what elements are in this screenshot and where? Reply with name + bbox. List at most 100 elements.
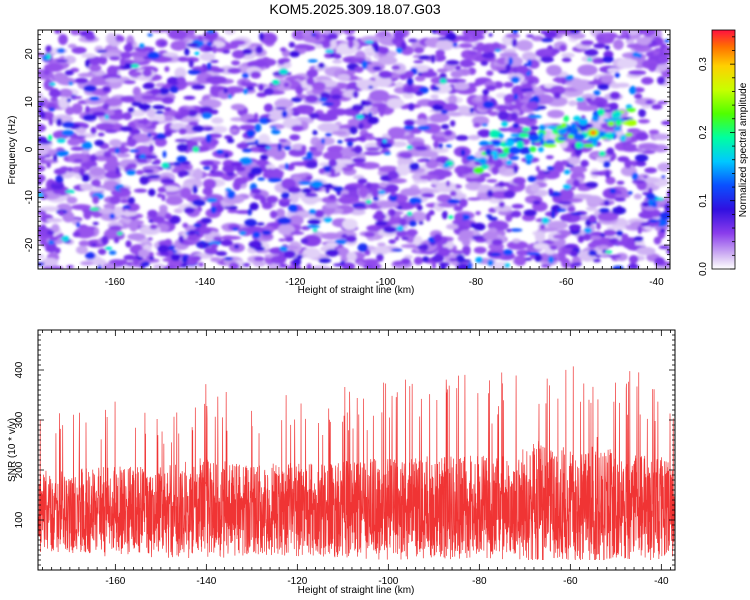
heatmap-cell	[596, 36, 605, 41]
heatmap-cell	[463, 167, 476, 174]
heatmap-cell	[587, 57, 592, 62]
heatmap-cell	[597, 212, 619, 222]
x-tick-label: -100	[378, 576, 398, 587]
heatmap-cell	[149, 256, 155, 261]
heatmap-cell	[661, 175, 666, 179]
heatmap-cell	[226, 138, 235, 144]
heatmap-cell	[84, 252, 96, 260]
heatmap-cell	[102, 262, 117, 269]
x-tick-label: -60	[559, 277, 574, 288]
heatmap-cell	[494, 104, 510, 111]
heatmap-cell	[445, 180, 451, 187]
heatmap-cell	[149, 30, 170, 33]
colorbar-tick-label: 0.0	[698, 262, 709, 276]
heatmap-cell	[397, 158, 414, 165]
heatmap-cell	[455, 65, 461, 71]
heatmap-cell	[130, 71, 142, 77]
heatmap-cell	[157, 244, 170, 253]
heatmap-cell	[165, 196, 183, 206]
heatmap-cell	[542, 51, 552, 55]
heatmap-cell	[278, 138, 288, 143]
heatmap-cell	[486, 214, 493, 218]
heatmap-cell	[491, 166, 500, 175]
heatmap-cell	[347, 39, 354, 49]
heatmap-cell	[534, 231, 546, 243]
heatmap-cell	[658, 245, 670, 250]
heatmap-cell	[263, 103, 274, 113]
heatmap-cell	[436, 68, 448, 73]
heatmap-cell	[631, 162, 637, 167]
heatmap-cell	[80, 183, 93, 191]
heatmap-cell	[127, 197, 135, 205]
heatmap-cell	[242, 48, 253, 55]
heatmap-cell	[305, 160, 318, 169]
heatmap-cell	[597, 108, 605, 117]
heatmap-cell	[166, 76, 181, 86]
heatmap-cell	[154, 137, 167, 147]
heatmap-cell	[367, 116, 379, 125]
heatmap-cell	[530, 183, 540, 193]
heatmap-cell	[398, 151, 413, 158]
heatmap-cell	[126, 163, 138, 169]
heatmap-cell	[300, 238, 309, 245]
heatmap-cell	[330, 88, 342, 97]
heatmap-cell	[223, 30, 236, 36]
heatmap-cell	[215, 251, 228, 257]
heatmap-cell	[490, 139, 502, 146]
heatmap-cell	[167, 30, 188, 40]
heatmap-cell	[408, 103, 415, 111]
heatmap-cell	[503, 93, 517, 103]
heatmap-cell	[479, 172, 491, 178]
heatmap-cell	[221, 235, 235, 240]
heatmap-cell	[133, 188, 148, 193]
heatmap-cell	[505, 139, 515, 147]
heatmap-cell	[525, 196, 536, 203]
heatmap-cell	[192, 199, 206, 207]
heatmap-cell	[38, 91, 44, 101]
heatmap-cell	[58, 210, 64, 216]
heatmap-cell	[123, 254, 137, 261]
heatmap-cell	[616, 35, 628, 39]
heatmap-cell	[246, 129, 255, 138]
heatmap-cell	[624, 159, 632, 169]
heatmap-cell	[532, 200, 541, 205]
heatmap-cell	[385, 184, 399, 193]
heatmap-cell	[510, 76, 520, 84]
heatmap-cell	[291, 125, 304, 132]
heatmap-cell	[206, 197, 218, 203]
heatmap-cell	[606, 147, 615, 156]
heatmap-cell	[125, 240, 132, 248]
heatmap-cell	[543, 48, 554, 53]
heatmap-cell	[391, 248, 403, 252]
heatmap-cell	[45, 244, 58, 253]
y-tick-label: -20	[24, 237, 35, 252]
heatmap-cell	[332, 59, 343, 64]
snr-x-axis-label: Height of straight line (km)	[298, 585, 415, 596]
heatmap-cell	[625, 119, 637, 127]
heatmap-cell	[430, 54, 436, 64]
heatmap-cell	[558, 201, 572, 205]
heatmap-cell	[308, 209, 317, 215]
heatmap-cell	[444, 129, 453, 137]
heatmap-cell	[202, 166, 211, 170]
heatmap-cell	[427, 68, 434, 73]
heatmap-cell	[365, 199, 372, 204]
heatmap-cell	[431, 262, 437, 269]
heatmap-cell	[346, 140, 354, 148]
heatmap-cell	[57, 77, 76, 86]
heatmap-cell	[285, 236, 294, 242]
heatmap-cell	[73, 158, 83, 163]
heatmap-cell	[446, 223, 459, 230]
heatmap-cell	[301, 144, 307, 153]
heatmap-cell	[516, 39, 533, 52]
heatmap-cell	[113, 236, 120, 244]
heatmap-cell	[277, 224, 295, 236]
heatmap-cell	[210, 85, 219, 91]
heatmap-cell	[363, 264, 374, 269]
heatmap-cell	[629, 85, 637, 95]
heatmap-cell	[187, 69, 202, 75]
heatmap-cell	[280, 47, 287, 52]
heatmap-cell	[354, 66, 364, 73]
heatmap-cell	[508, 146, 521, 155]
heatmap-cell	[543, 170, 551, 174]
